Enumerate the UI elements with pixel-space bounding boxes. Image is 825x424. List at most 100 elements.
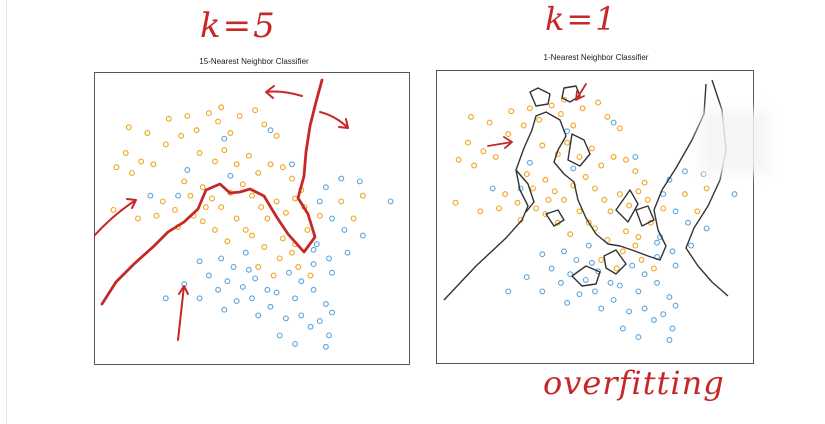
blue-point (322, 301, 329, 307)
blue-point (672, 262, 679, 269)
blue-point (567, 271, 574, 278)
blue-point (326, 255, 332, 262)
blue-point (505, 288, 512, 295)
orange-point (468, 113, 474, 120)
orange-point (273, 132, 280, 139)
orange-point (588, 145, 595, 152)
blue-point (224, 278, 231, 285)
decision-boundary-ink (100, 78, 324, 306)
orange-point (623, 156, 629, 163)
orange-point (703, 185, 710, 192)
arrow-right-ink (319, 111, 349, 129)
orange-point (582, 174, 589, 180)
blue-point (654, 239, 660, 246)
blue-point (307, 323, 314, 330)
blue-point (610, 119, 617, 126)
blue-point (632, 153, 639, 160)
orange-point (212, 158, 218, 165)
orange-point (619, 248, 626, 255)
orange-point (172, 206, 178, 213)
orange-point (564, 139, 571, 146)
orange-point (245, 152, 252, 159)
blue-point (570, 165, 577, 172)
blue-point (576, 291, 583, 298)
orange-point (193, 127, 200, 134)
blue-point (267, 127, 274, 134)
orange-point (212, 226, 218, 233)
orange-point (270, 272, 277, 279)
blue-point (635, 288, 642, 295)
orange-point (694, 208, 701, 215)
blue-point (626, 308, 633, 315)
cut-off-text (95, 414, 545, 424)
arrow-bottom-ink (177, 285, 189, 341)
orange-point (641, 179, 648, 186)
orange-point (239, 181, 246, 188)
blue-point (672, 302, 679, 309)
blue-point (147, 192, 154, 199)
orange-point (236, 112, 243, 119)
blue-point (731, 191, 738, 198)
orange-point (635, 188, 642, 195)
orange-point (227, 130, 234, 136)
orange-point (279, 235, 286, 242)
blue-point (273, 289, 280, 296)
blue-point (162, 295, 169, 302)
blue-point (313, 241, 320, 248)
orange-point (545, 196, 552, 203)
blue-point (703, 225, 710, 232)
orange-point (199, 184, 206, 191)
blue-point (316, 198, 323, 205)
blue-point (387, 198, 394, 205)
blue-point (329, 309, 336, 316)
orange-point (471, 162, 478, 169)
blue-point (598, 305, 605, 312)
blue-point (242, 249, 249, 256)
blue-point (650, 317, 657, 323)
blue-point (588, 259, 595, 266)
orange-point (455, 156, 462, 163)
orange-point (598, 256, 605, 263)
orange-point (249, 232, 255, 239)
orange-point (199, 218, 206, 225)
orange-point (279, 164, 286, 171)
orange-point (650, 265, 657, 272)
blue-point (629, 262, 636, 269)
slide-edge (6, 0, 7, 424)
orange-point (464, 139, 471, 146)
blue-point (539, 288, 546, 295)
orange-point (218, 204, 225, 211)
orange-point (252, 107, 259, 114)
blue-point (619, 325, 626, 332)
orange-point (273, 198, 280, 205)
scatter-points (452, 96, 738, 343)
blue-point (205, 272, 212, 279)
orange-point (576, 208, 583, 215)
blue-point (221, 135, 228, 142)
orange-point (242, 226, 249, 233)
blue-point (267, 303, 274, 310)
orange-point (595, 99, 602, 106)
blue-point (685, 219, 691, 226)
orange-point (644, 196, 651, 203)
orange-point (502, 191, 509, 198)
orange-point (607, 208, 614, 215)
blue-point (564, 299, 571, 306)
orange-point (480, 148, 487, 155)
orange-point (570, 182, 577, 189)
orange-point (289, 249, 295, 256)
orange-point (616, 191, 623, 198)
chart-15nn (94, 72, 410, 365)
blue-point (585, 242, 592, 249)
blue-point (635, 334, 642, 341)
orange-point (579, 105, 586, 112)
orange-point (110, 206, 117, 213)
blue-point (526, 159, 533, 166)
blue-point (557, 279, 564, 286)
orange-point (514, 199, 521, 206)
orange-point (162, 141, 169, 148)
orange-point (576, 153, 583, 160)
orange-point (632, 242, 639, 249)
blue-point (341, 226, 348, 233)
orange-point (632, 168, 639, 175)
